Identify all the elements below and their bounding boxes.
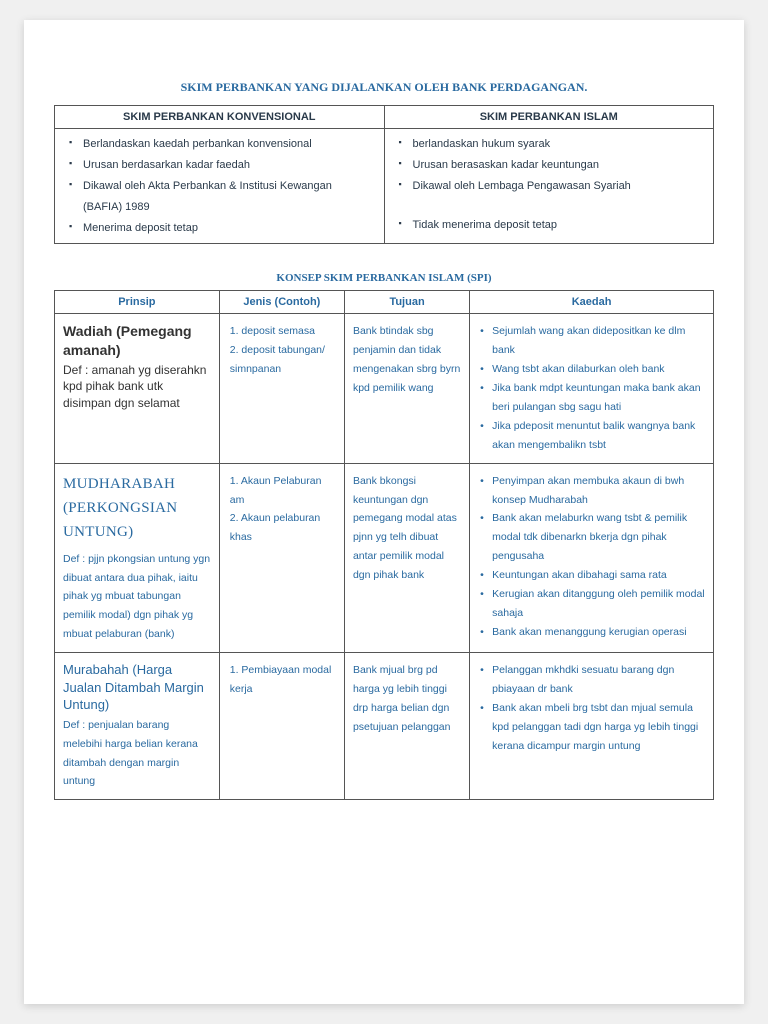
list-item: Dikawal oleh Akta Perbankan & Institusi … — [69, 176, 374, 218]
list-item: 1. Akaun Pelaburan am — [230, 472, 336, 510]
cell-prinsip: Murabahah (Harga Jualan Ditambah Margin … — [55, 653, 220, 800]
document-page: SKIM PERBANKAN YANG DIJALANKAN OLEH BANK… — [24, 20, 744, 1004]
list-item: Dikawal oleh Lembaga Pengawasan Syariah — [399, 176, 704, 197]
cell-jenis: 1. Akaun Pelaburan am2. Akaun pelaburan … — [219, 463, 344, 652]
col-header-prinsip: Prinsip — [55, 291, 220, 314]
prinsip-heading: Murabahah (Harga Jualan Ditambah Margin … — [63, 661, 211, 714]
col-header-konvensional: SKIM PERBANKAN KONVENSIONAL — [55, 106, 385, 129]
cell-prinsip: MUDHARABAH (PERKONGSIAN UNTUNG)Def : pjj… — [55, 463, 220, 652]
list-item: berlandaskan hukum syarak — [399, 134, 704, 155]
prinsip-def: Def : pjjn pkongsian untung ygn dibuat a… — [63, 550, 211, 644]
list-item: Kerugian akan ditanggung oleh pemilik mo… — [480, 585, 705, 623]
list-item: Jika pdeposit menuntut balik wangnya ban… — [480, 417, 705, 455]
cell-tujuan: Bank mjual brg pd harga yg lebih tinggi … — [344, 653, 469, 800]
list-item: Bank akan mbeli brg tsbt dan mjual semul… — [480, 699, 705, 756]
prinsip-def: Def : penjualan barang melebihi harga be… — [63, 716, 211, 792]
list-item: Bank akan melaburkn wang tsbt & pemilik … — [480, 509, 705, 566]
cell-prinsip: Wadiah (Pemegang amanah)Def : amanah yg … — [55, 314, 220, 463]
cell-kaedah: Pelanggan mkhdki sesuatu barang dgn pbia… — [470, 653, 714, 800]
col-header-tujuan: Tujuan — [344, 291, 469, 314]
list-item: Urusan berdasarkan kadar faedah — [69, 155, 374, 176]
col-header-jenis: Jenis (Contoh) — [219, 291, 344, 314]
list-item: 2. deposit tabungan/ simnpanan — [230, 341, 336, 379]
list-item: Sejumlah wang akan didepositkan ke dlm b… — [480, 322, 705, 360]
list-item: Penyimpan akan membuka akaun di bwh kons… — [480, 472, 705, 510]
main-title: SKIM PERBANKAN YANG DIJALANKAN OLEH BANK… — [54, 80, 714, 95]
list-item: Urusan berasaskan kadar keuntungan — [399, 155, 704, 176]
table-row: Wadiah (Pemegang amanah)Def : amanah yg … — [55, 314, 714, 463]
prinsip-heading: MUDHARABAH (PERKONGSIAN UNTUNG) — [63, 472, 211, 544]
col-header-kaedah: Kaedah — [470, 291, 714, 314]
cell-jenis: 1. Pembiayaan modal kerja — [219, 653, 344, 800]
list-item: Menerima deposit tetap — [69, 218, 374, 239]
list-item: Berlandaskan kaedah perbankan konvension… — [69, 134, 374, 155]
comparison-table: SKIM PERBANKAN KONVENSIONAL SKIM PERBANK… — [54, 105, 714, 244]
cell-kaedah: Sejumlah wang akan didepositkan ke dlm b… — [470, 314, 714, 463]
cell-konvensional: Berlandaskan kaedah perbankan konvension… — [55, 129, 385, 244]
cell-kaedah: Penyimpan akan membuka akaun di bwh kons… — [470, 463, 714, 652]
list-item: Tidak menerima deposit tetap — [399, 215, 704, 236]
list-item: Pelanggan mkhdki sesuatu barang dgn pbia… — [480, 661, 705, 699]
prinsip-heading: Wadiah (Pemegang amanah) — [63, 322, 211, 360]
col-header-islam: SKIM PERBANKAN ISLAM — [384, 106, 714, 129]
list-item: Bank akan menanggung kerugian operasi — [480, 623, 705, 642]
list-item: 1. Pembiayaan modal kerja — [230, 661, 336, 699]
spi-table: Prinsip Jenis (Contoh) Tujuan Kaedah Wad… — [54, 290, 714, 800]
cell-tujuan: Bank btindak sbg penjamin dan tidak meng… — [344, 314, 469, 463]
list-item: Jika bank mdpt keuntungan maka bank akan… — [480, 379, 705, 417]
table-row: MUDHARABAH (PERKONGSIAN UNTUNG)Def : pjj… — [55, 463, 714, 652]
prinsip-def: Def : amanah yg diserahkn kpd pihak bank… — [63, 362, 211, 411]
section-title: KONSEP SKIM PERBANKAN ISLAM (SPI) — [54, 272, 714, 284]
cell-tujuan: Bank bkongsi keuntungan dgn pemegang mod… — [344, 463, 469, 652]
list-item: Wang tsbt akan dilaburkan oleh bank — [480, 360, 705, 379]
cell-jenis: 1. deposit semasa2. deposit tabungan/ si… — [219, 314, 344, 463]
list-item: 1. deposit semasa — [230, 322, 336, 341]
list-item: Keuntungan akan dibahagi sama rata — [480, 566, 705, 585]
list-item: 2. Akaun pelaburan khas — [230, 509, 336, 547]
cell-islam: berlandaskan hukum syarak Urusan berasas… — [384, 129, 714, 244]
table-row: Murabahah (Harga Jualan Ditambah Margin … — [55, 653, 714, 800]
